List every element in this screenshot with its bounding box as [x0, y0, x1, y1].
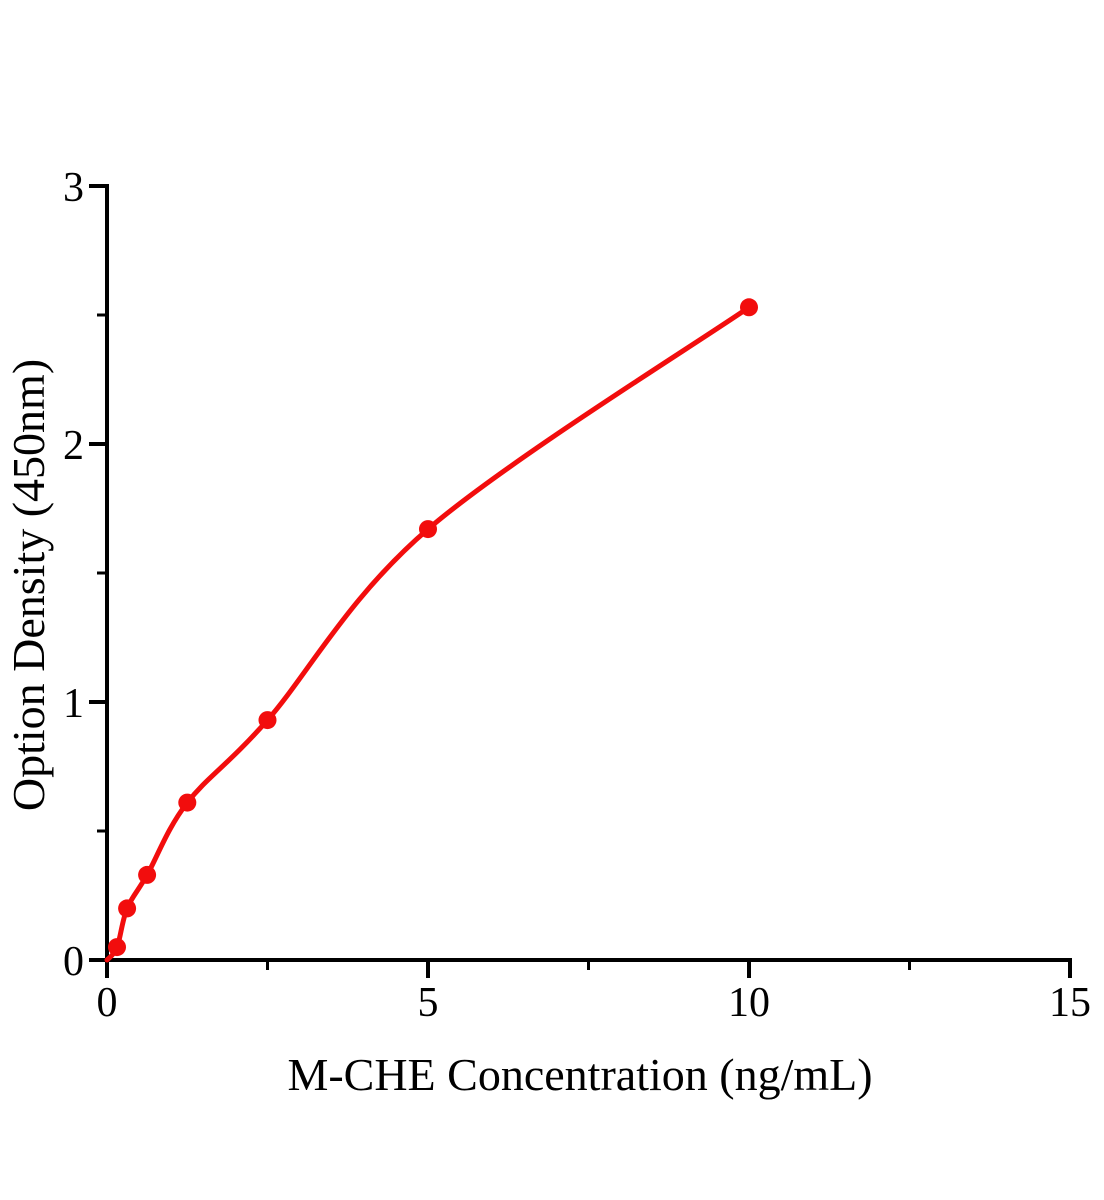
data-point [740, 298, 758, 317]
y-tick-label: 2 [63, 423, 84, 469]
x-tick-label: 5 [418, 980, 439, 1026]
y-axis-title: Option Density (450nm) [3, 359, 54, 811]
data-point [258, 711, 277, 730]
y-tick-label: 3 [63, 165, 84, 211]
fit-curve-line [104, 304, 752, 963]
y-tick-label: 0 [63, 939, 84, 985]
x-axis-title: M-CHE Concentration (ng/mL) [287, 1049, 872, 1100]
axes: 0 5 10 15 0 1 2 3 [63, 165, 1091, 1026]
data-point [419, 520, 437, 539]
data-point [108, 938, 126, 957]
data-point [118, 899, 137, 918]
x-tick-label: 0 [97, 980, 118, 1026]
data-point [138, 865, 157, 884]
data-series [104, 298, 758, 963]
x-tick-label: 15 [1049, 980, 1091, 1026]
x-tick-label: 10 [728, 980, 770, 1026]
y-tick-label: 1 [63, 681, 84, 727]
data-point [178, 793, 197, 812]
